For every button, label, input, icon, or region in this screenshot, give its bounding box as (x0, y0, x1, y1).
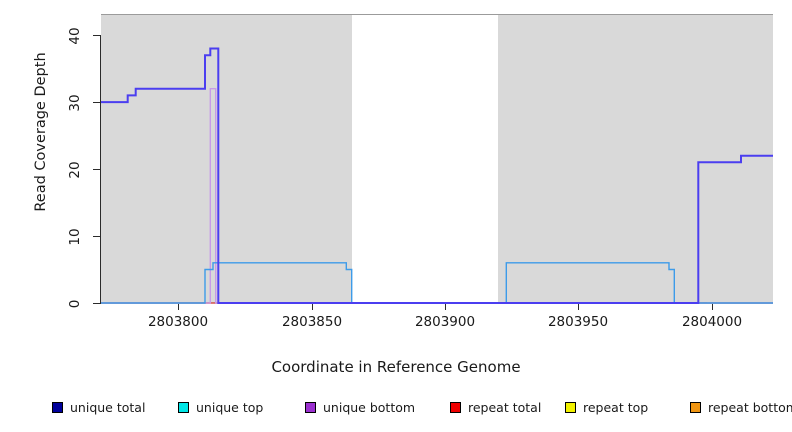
legend-item-unique-top[interactable]: unique top (178, 398, 263, 416)
panel-top-border (101, 14, 773, 15)
x-tick-label: 2803850 (281, 314, 343, 330)
legend-item-repeat-top[interactable]: repeat top (565, 398, 648, 416)
y-tick-label-text: 20 (67, 161, 83, 179)
y-tick-label-text: 10 (67, 228, 83, 246)
y-tick-label: 20 (60, 161, 90, 178)
y-tick-mark (93, 303, 101, 304)
x-tick-mark (712, 302, 713, 310)
legend-label: unique bottom (323, 399, 416, 415)
legend-swatch-icon (52, 401, 63, 413)
x-tick-mark (578, 302, 579, 310)
y-tick-label-text: 0 (67, 299, 83, 309)
legend-label: repeat top (583, 399, 649, 415)
legend-label: unique top (196, 399, 264, 415)
legend-swatch-icon (305, 401, 316, 413)
y-tick-label: 40 (60, 27, 90, 44)
y-tick-label: 30 (60, 94, 90, 111)
legend-label: repeat total (468, 399, 542, 415)
legend-item-repeat-total[interactable]: repeat total (450, 398, 541, 416)
panel-band (101, 15, 352, 303)
y-tick-label: 10 (60, 228, 90, 245)
x-tick-label: 2803900 (414, 314, 476, 330)
y-tick-label-text: 30 (67, 94, 83, 112)
legend-swatch-icon (450, 401, 461, 413)
y-tick-mark (93, 236, 101, 237)
legend-label: repeat bottom (708, 399, 792, 415)
legend-item-unique-total[interactable]: unique total (52, 398, 145, 416)
legend-swatch-icon (565, 401, 576, 413)
x-tick-label: 2803950 (547, 314, 609, 330)
y-tick-mark (93, 169, 101, 170)
chart-legend: unique total unique top unique bottom repea… (0, 398, 792, 418)
y-axis-title: Read Coverage Depth (33, 52, 49, 212)
y-tick-label: 0 (60, 296, 90, 310)
legend-item-unique-bottom[interactable]: unique bottom (305, 398, 415, 416)
y-tick-label-text: 40 (67, 27, 83, 45)
x-tick-mark (178, 302, 179, 310)
legend-label: unique total (70, 399, 146, 415)
y-tick-mark (93, 102, 101, 103)
legend-swatch-icon (178, 401, 189, 413)
x-axis-title: Coordinate in Reference Genome (271, 358, 521, 376)
x-tick-label: 2803800 (147, 314, 209, 330)
y-tick-mark (93, 35, 101, 36)
x-tick-mark (445, 302, 446, 310)
x-tick-label: 2804000 (681, 314, 743, 330)
legend-item-repeat-bottom[interactable]: repeat bottom (690, 398, 792, 416)
panel-band (498, 15, 773, 303)
legend-swatch-icon (690, 401, 701, 413)
x-tick-mark (312, 302, 313, 310)
x-axis-line (178, 302, 707, 303)
